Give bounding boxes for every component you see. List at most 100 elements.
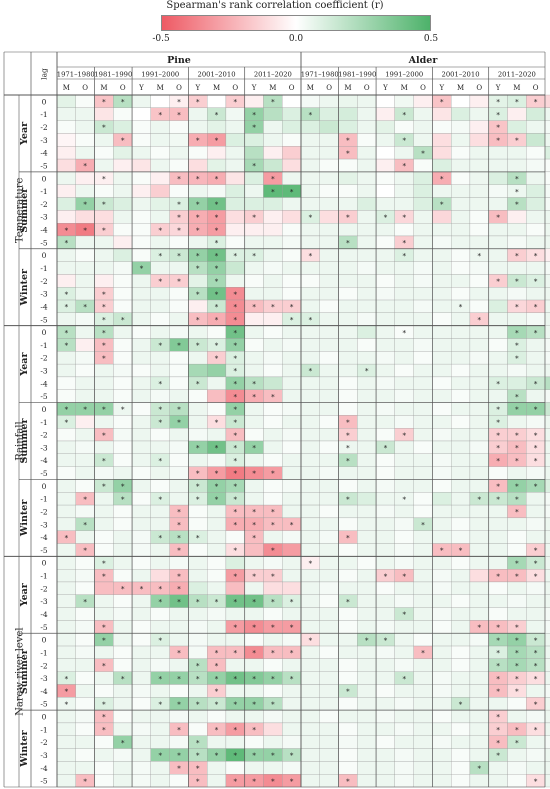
heatmap-cell bbox=[544, 235, 550, 249]
significance-marker: * bbox=[290, 304, 294, 312]
heatmap-cell bbox=[207, 556, 227, 570]
heatmap-cell bbox=[338, 697, 358, 711]
significance-marker: * bbox=[102, 701, 106, 709]
heatmap-cell bbox=[300, 466, 320, 480]
heatmap-cell bbox=[526, 581, 546, 595]
heatmap-cell bbox=[357, 389, 377, 403]
heatmap-cell bbox=[300, 235, 320, 249]
decade-header: 1971–1980 bbox=[57, 71, 95, 79]
heatmap-cell bbox=[75, 735, 95, 749]
heatmap-cell bbox=[394, 620, 414, 634]
decade-header: 1981–1990 bbox=[338, 71, 376, 79]
significance-marker: * bbox=[83, 163, 87, 171]
heatmap-cell bbox=[451, 440, 471, 454]
heatmap-cell bbox=[75, 658, 95, 672]
heatmap-cell bbox=[169, 440, 189, 454]
heatmap-cell bbox=[375, 120, 395, 134]
significance-marker: * bbox=[65, 342, 69, 350]
lag-label: -2 bbox=[40, 354, 48, 363]
lag-label: 0 bbox=[42, 482, 47, 491]
heatmap-cell bbox=[469, 402, 489, 416]
heatmap-cell bbox=[488, 697, 508, 711]
significance-marker: * bbox=[196, 470, 200, 478]
heatmap-cell bbox=[319, 774, 339, 788]
heatmap-cell bbox=[375, 722, 395, 736]
heatmap-cell bbox=[113, 504, 133, 519]
heatmap-cell bbox=[338, 633, 358, 647]
heatmap-cell bbox=[225, 530, 245, 544]
significance-marker: * bbox=[234, 99, 238, 107]
season-header: M bbox=[100, 84, 107, 92]
heatmap-cell bbox=[244, 171, 264, 185]
heatmap-cell bbox=[338, 389, 358, 403]
lag-label: -3 bbox=[40, 367, 48, 376]
heatmap-cell bbox=[56, 722, 76, 736]
heatmap-cell bbox=[113, 363, 133, 378]
significance-marker: * bbox=[252, 470, 256, 478]
heatmap-cell bbox=[357, 645, 377, 660]
heatmap-cell bbox=[375, 453, 395, 467]
heatmap-cell bbox=[282, 389, 302, 403]
heatmap-cell bbox=[469, 299, 489, 314]
heatmap-cell bbox=[338, 568, 358, 583]
significance-marker: * bbox=[83, 406, 87, 414]
significance-marker: * bbox=[83, 778, 87, 786]
significance-marker: * bbox=[102, 329, 106, 337]
significance-marker: * bbox=[121, 586, 125, 594]
heatmap-cell bbox=[432, 389, 452, 403]
significance-marker: * bbox=[252, 393, 256, 401]
heatmap-cell bbox=[150, 735, 170, 749]
heatmap-cell bbox=[131, 248, 151, 262]
heatmap-cell bbox=[169, 389, 189, 403]
significance-marker: * bbox=[496, 675, 500, 683]
significance-marker: * bbox=[534, 99, 538, 107]
significance-marker: * bbox=[421, 650, 425, 658]
heatmap-cell bbox=[169, 120, 189, 134]
heatmap-cell bbox=[113, 517, 133, 531]
heatmap-cell bbox=[263, 222, 283, 237]
heatmap-cell bbox=[94, 543, 114, 557]
heatmap-cell bbox=[488, 517, 508, 531]
heatmap-cell bbox=[394, 479, 414, 493]
heatmap-cell bbox=[432, 312, 452, 326]
significance-marker: * bbox=[196, 381, 200, 389]
significance-marker: * bbox=[534, 547, 538, 555]
heatmap-cell bbox=[526, 748, 546, 762]
heatmap-cell bbox=[263, 376, 283, 390]
lag-label: -4 bbox=[40, 456, 48, 465]
heatmap-cell bbox=[300, 158, 320, 173]
lag-label: -5 bbox=[40, 469, 48, 478]
heatmap-cell bbox=[150, 517, 170, 531]
heatmap-cell bbox=[319, 299, 339, 314]
heatmap-cell bbox=[413, 133, 433, 147]
lag-label: -3 bbox=[40, 290, 48, 299]
significance-marker: * bbox=[496, 214, 500, 222]
significance-marker: * bbox=[215, 316, 219, 324]
heatmap-cell bbox=[150, 568, 170, 583]
heatmap-cell bbox=[282, 261, 302, 275]
heatmap-cell bbox=[188, 607, 208, 621]
heatmap-cell bbox=[357, 428, 377, 442]
heatmap-cell bbox=[282, 684, 302, 698]
heatmap-cell bbox=[56, 428, 76, 442]
heatmap-cell bbox=[113, 146, 133, 160]
significance-marker: * bbox=[158, 342, 162, 350]
heatmap-cell bbox=[375, 748, 395, 762]
heatmap-cell bbox=[526, 158, 546, 173]
heatmap-cell bbox=[394, 722, 414, 736]
heatmap-cell bbox=[169, 133, 189, 147]
heatmap-cell bbox=[75, 466, 95, 480]
heatmap-cell bbox=[282, 466, 302, 480]
lag-label: -2 bbox=[40, 661, 48, 670]
heatmap-cell bbox=[75, 120, 95, 134]
heatmap-cell bbox=[357, 774, 377, 788]
significance-marker: * bbox=[534, 445, 538, 453]
heatmap-cell bbox=[319, 222, 339, 237]
heatmap-cell bbox=[526, 530, 546, 544]
heatmap-cell bbox=[544, 697, 550, 711]
significance-marker: * bbox=[252, 521, 256, 529]
heatmap-cell bbox=[526, 222, 546, 237]
significance-marker: * bbox=[158, 586, 162, 594]
heatmap-cell bbox=[56, 748, 76, 762]
significance-marker: * bbox=[196, 252, 200, 260]
